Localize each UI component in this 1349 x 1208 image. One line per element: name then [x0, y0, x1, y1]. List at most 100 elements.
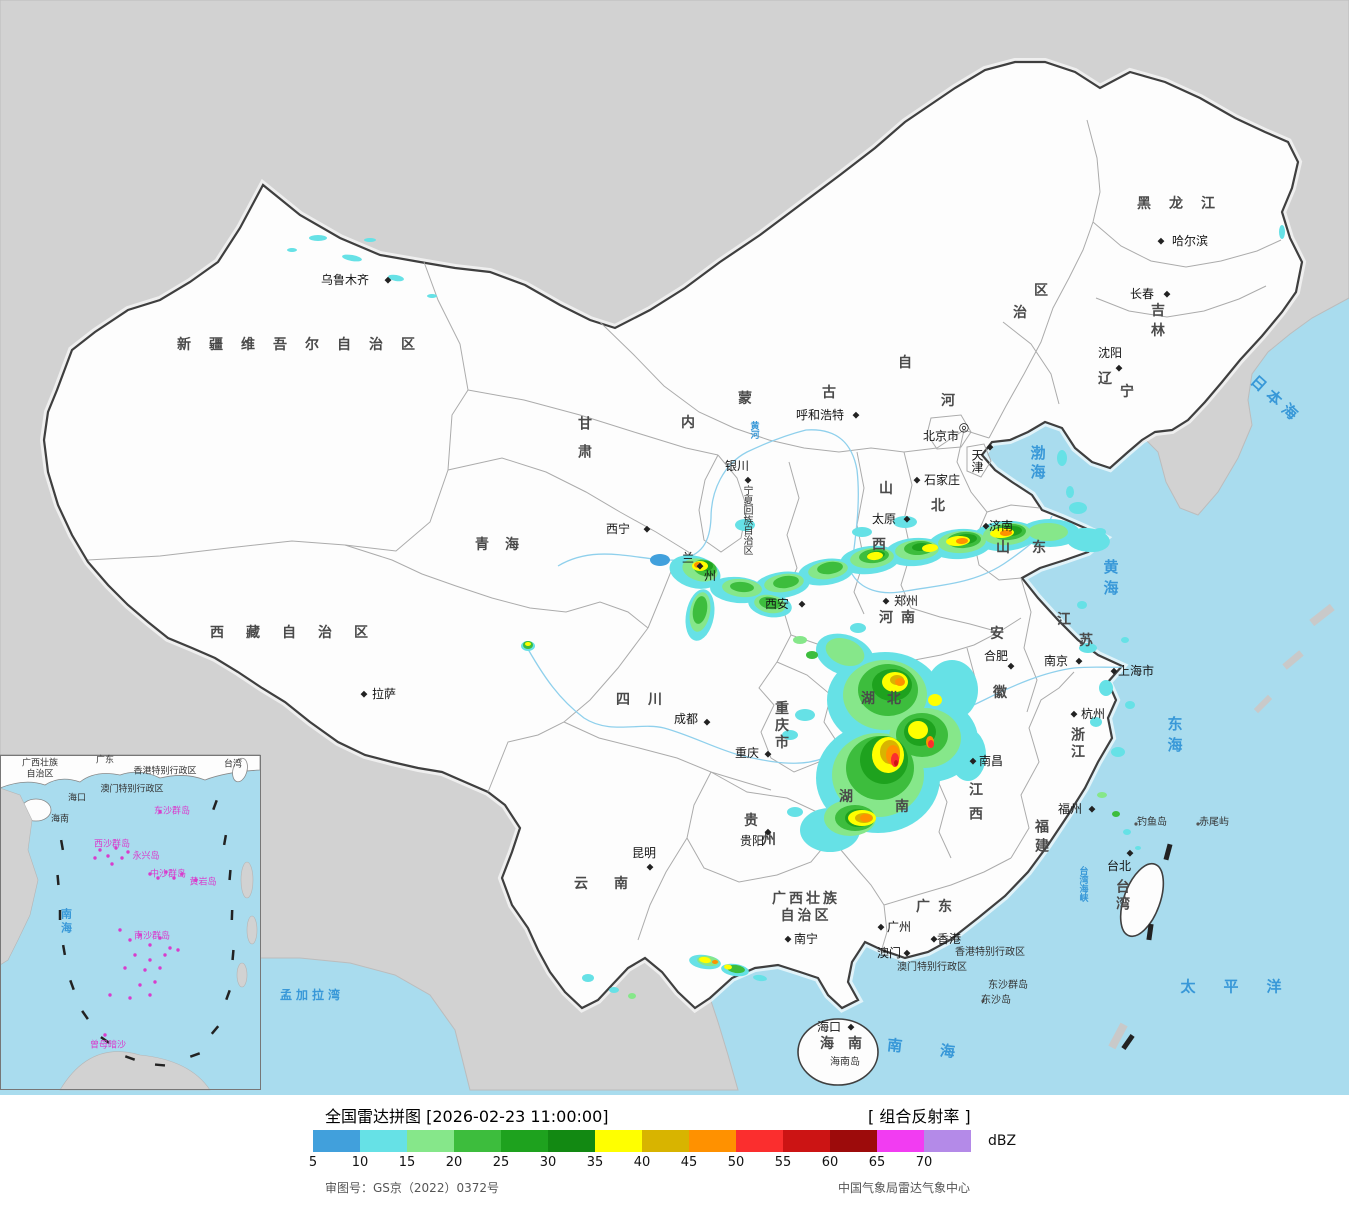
- radar-echo: [427, 294, 437, 298]
- nine-dash-segment: [231, 949, 235, 961]
- inset-island-marker: [164, 870, 168, 874]
- nine-dash-segment: [56, 874, 60, 886]
- radar-echo: [825, 637, 865, 667]
- scale-value-20: 20: [445, 1155, 463, 1170]
- scale-value-25: 25: [492, 1155, 510, 1170]
- radar-echo-layer: [287, 225, 1285, 999]
- scale-value-40: 40: [633, 1155, 651, 1170]
- inset-island-marker: [143, 968, 147, 972]
- radar-echo: [793, 636, 807, 644]
- radar-echo: [342, 254, 362, 262]
- scale-block-20: [454, 1130, 501, 1152]
- scale-value-35: 35: [586, 1155, 604, 1170]
- south-china-sea-inset: [0, 754, 261, 1091]
- boundary-dash: [1108, 1022, 1128, 1050]
- nine-dash-segment: [212, 799, 218, 811]
- inset-island-marker: [114, 846, 118, 850]
- radar-echo: [650, 554, 670, 566]
- inset-island-markers: [93, 810, 198, 1037]
- scale-block-10: [360, 1130, 407, 1152]
- scale-block-70: [924, 1130, 971, 1152]
- radar-echo: [795, 709, 815, 721]
- map-area: 新疆维吾尔自治区 西藏自治区 青海 甘肃 四川 云南贵州广西壮族 自治区 广东 海南 湖北 河南湖南…: [0, 0, 1349, 1095]
- radar-echo: [850, 623, 866, 633]
- radar-echo: [867, 551, 883, 561]
- nine-dash-segment: [61, 944, 67, 956]
- nine-dash-segment: [154, 1063, 166, 1067]
- inset-island-marker: [106, 854, 110, 858]
- nine-dash-segment: [189, 1052, 201, 1058]
- inset-island-marker: [120, 856, 124, 860]
- inset-island-marker: [98, 848, 102, 852]
- radar-echo: [724, 964, 732, 970]
- scale-block-60: [830, 1130, 877, 1152]
- inset-island-marker: [148, 958, 152, 962]
- nine-dash-segment: [59, 839, 65, 851]
- inset-island-marker: [153, 980, 157, 984]
- inset-island-marker: [172, 876, 176, 880]
- nine-dash-segment: [100, 1036, 110, 1044]
- radar-echo: [817, 561, 843, 575]
- radar-echo: [1123, 829, 1131, 835]
- legend-panel: 全国雷达拼图 [2026-02-23 11:00:00] [ 组合反射率 ] d…: [0, 1095, 1349, 1208]
- scale-block-45: [689, 1130, 736, 1152]
- radar-echo: [894, 760, 898, 766]
- radar-echo: [1121, 637, 1129, 643]
- nine-dash-segment: [210, 1025, 220, 1035]
- radar-echo: [1028, 523, 1068, 541]
- inset-island-marker: [156, 876, 160, 880]
- radar-echo: [860, 814, 872, 822]
- radar-echo: [699, 956, 711, 964]
- radar-echo: [1135, 846, 1141, 850]
- radar-echo: [1279, 225, 1285, 239]
- scale-value-50: 50: [727, 1155, 745, 1170]
- radar-echo: [694, 562, 702, 568]
- nine-dash-segment: [230, 909, 234, 921]
- radar-echo: [692, 596, 708, 624]
- radar-echo: [1000, 529, 1012, 537]
- nine-dash-segment: [225, 989, 231, 1001]
- scale-value-65: 65: [868, 1155, 886, 1170]
- inset-island-marker: [148, 943, 152, 947]
- scale-block-25: [501, 1130, 548, 1152]
- radar-echo: [1097, 792, 1107, 798]
- radar-echo: [1112, 811, 1120, 817]
- radar-echo: [712, 960, 718, 964]
- boundary-dash: [1253, 694, 1273, 714]
- inset-island-marker: [148, 872, 152, 876]
- inset-island-marker: [138, 933, 142, 937]
- radar-echo: [1079, 643, 1097, 653]
- inset-island-marker: [180, 872, 184, 876]
- radar-echo: [1094, 528, 1106, 536]
- radar-echo: [922, 543, 938, 553]
- radar-echo: [287, 248, 297, 252]
- dbz-unit-label: dBZ: [988, 1133, 1017, 1149]
- radar-echo: [806, 651, 818, 659]
- radar-echo: [364, 238, 376, 242]
- nine-dash-segment: [58, 910, 62, 920]
- scale-block-55: [783, 1130, 830, 1152]
- radar-echo: [735, 519, 755, 531]
- island-dot: [1196, 822, 1200, 826]
- china-landmass: [42, 60, 1304, 1010]
- data-source-label: 中国气象局雷达气象中心: [838, 1181, 971, 1195]
- inset-nine-dash-line: [56, 799, 235, 1067]
- inset-island-marker: [163, 953, 167, 957]
- inset-island-marker: [176, 948, 180, 952]
- scale-block-40: [642, 1130, 689, 1152]
- inset-island-marker: [158, 936, 162, 940]
- china-radar-map: [0, 0, 1349, 1095]
- inset-island-marker: [158, 810, 162, 814]
- scale-value-15: 15: [398, 1155, 416, 1170]
- scale-value-70: 70: [915, 1155, 933, 1170]
- taiwan-island: [1119, 862, 1165, 938]
- product-name: [ 组合反射率 ]: [868, 1107, 971, 1126]
- island-dot: [981, 999, 985, 1003]
- nine-dash-segment: [124, 1055, 136, 1061]
- nine-dash-segment: [222, 834, 228, 846]
- inset-island-marker: [108, 993, 112, 997]
- radar-echo: [787, 807, 803, 817]
- boundary-dash: [1121, 1034, 1135, 1050]
- boundary-dash: [1282, 650, 1304, 670]
